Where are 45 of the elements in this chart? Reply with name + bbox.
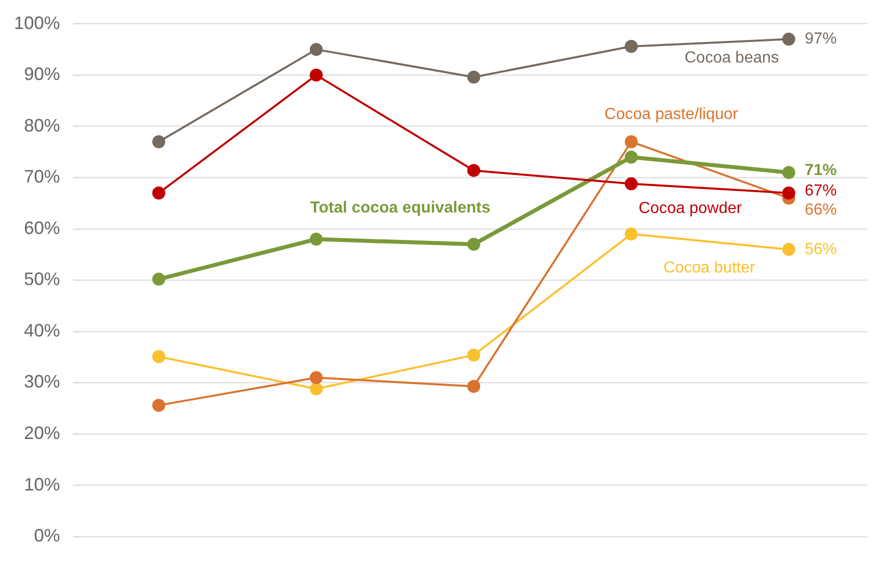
point bbox=[152, 186, 166, 200]
point bbox=[782, 186, 796, 200]
point bbox=[624, 40, 638, 53]
point bbox=[624, 135, 638, 148]
point bbox=[624, 228, 638, 241]
point bbox=[624, 150, 638, 164]
data-label: 67% bbox=[804, 182, 837, 200]
y-tick-label: 60% bbox=[24, 218, 60, 238]
point bbox=[310, 382, 323, 396]
data-label: 71% bbox=[804, 162, 837, 179]
data-label: 66% bbox=[804, 202, 837, 219]
point bbox=[310, 68, 323, 82]
point bbox=[782, 32, 796, 46]
series-label: Cocoa butter bbox=[663, 259, 756, 276]
y-tick-label: 50% bbox=[24, 269, 60, 290]
y-tick-label: 80% bbox=[24, 115, 60, 136]
y-tick-label: 0% bbox=[34, 526, 60, 546]
y-tick-label: 30% bbox=[24, 372, 60, 392]
point bbox=[310, 232, 323, 246]
y-tick-label: 20% bbox=[24, 423, 60, 444]
series-label: Cocoa beans bbox=[684, 50, 779, 67]
point bbox=[467, 348, 480, 362]
point bbox=[152, 135, 166, 148]
point bbox=[152, 350, 166, 364]
point bbox=[152, 272, 166, 286]
series-label: Cocoa paste/liquor bbox=[604, 106, 739, 124]
point bbox=[467, 164, 480, 177]
point bbox=[310, 42, 323, 56]
data-label: 97% bbox=[804, 30, 837, 48]
point bbox=[467, 380, 480, 393]
point bbox=[782, 166, 796, 180]
data-label: 56% bbox=[804, 240, 837, 258]
point bbox=[782, 242, 796, 256]
y-tick-label: 70% bbox=[24, 166, 60, 187]
y-tick-label: 10% bbox=[24, 474, 60, 494]
y-tick-label: 100% bbox=[14, 12, 60, 33]
y-tick-label: 90% bbox=[24, 64, 60, 84]
point bbox=[624, 177, 638, 190]
y-tick-label: 40% bbox=[24, 320, 60, 340]
point bbox=[152, 398, 166, 412]
point bbox=[310, 371, 323, 384]
point bbox=[467, 238, 480, 251]
point bbox=[467, 70, 480, 84]
series-label: Total cocoa equivalents bbox=[310, 200, 490, 217]
series-label: Cocoa powder bbox=[638, 200, 743, 218]
